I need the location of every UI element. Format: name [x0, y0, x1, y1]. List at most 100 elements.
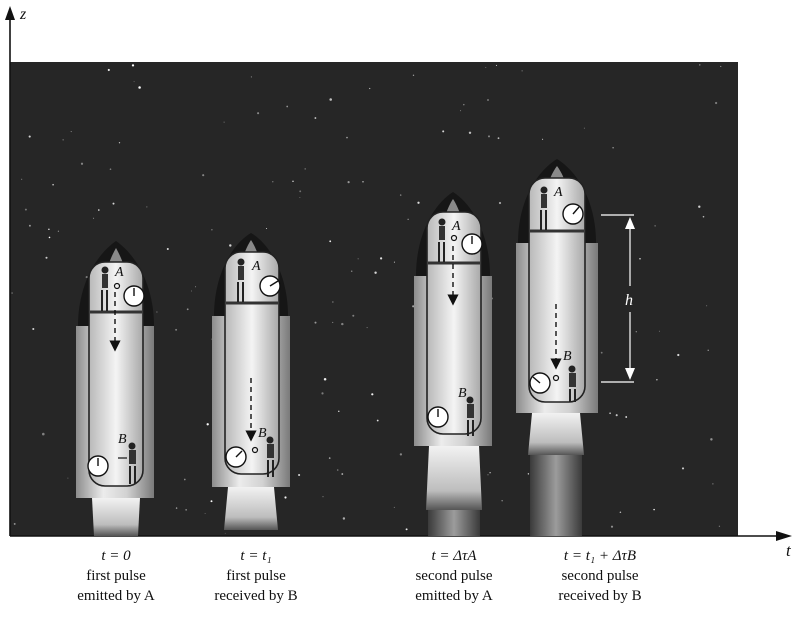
star [612, 147, 614, 149]
rocket-4-observer-a [540, 186, 548, 230]
star [223, 121, 225, 123]
event-3-line2: emitted by A [415, 588, 493, 604]
star [376, 419, 379, 422]
star [706, 305, 708, 307]
star [653, 508, 655, 511]
star [635, 331, 637, 333]
star [62, 139, 64, 141]
rocket-4-exhaust [528, 413, 584, 455]
star [405, 528, 408, 531]
star [702, 215, 705, 218]
star [229, 244, 232, 247]
star [45, 256, 48, 259]
star [347, 181, 350, 184]
star [374, 271, 377, 274]
rocket-4-exhaust-plume [530, 455, 582, 536]
star [677, 353, 680, 357]
star [304, 168, 306, 170]
rocket-3-cabin [426, 211, 482, 435]
rocket-4-label-b: B [563, 349, 572, 364]
rocket-3-observer-b [466, 396, 474, 436]
star [497, 137, 500, 140]
star [107, 68, 110, 72]
rocket-4-label-a: A [553, 185, 563, 200]
rocket-2-label-a: A [251, 259, 261, 274]
rocket-3-observer-a [438, 218, 458, 262]
rocket-2: A B [212, 233, 290, 530]
star [183, 478, 186, 481]
event-caption-3: t = ΔτA second pulse emitted by A [374, 546, 534, 606]
star [131, 64, 135, 67]
star [681, 467, 685, 470]
rocket-2-exhaust [224, 487, 278, 530]
star [156, 311, 158, 313]
star [329, 98, 332, 101]
star [48, 228, 50, 231]
rocket-3-exhaust-plume [428, 510, 480, 536]
height-label: h [625, 292, 633, 309]
rocket-3-label-b: B [458, 386, 467, 401]
star [70, 131, 72, 133]
star [698, 205, 701, 208]
z-axis-label: z [19, 6, 27, 23]
star [521, 70, 523, 72]
star [460, 110, 462, 112]
z-axis-arrowhead [5, 6, 15, 20]
star [24, 208, 27, 211]
rocket-3: A B [414, 192, 492, 536]
star [718, 525, 721, 527]
star [498, 201, 502, 205]
star [468, 131, 472, 135]
star [366, 327, 368, 329]
star [166, 247, 169, 251]
rocket-1-exhaust [92, 498, 140, 536]
star [191, 290, 192, 292]
star [266, 228, 268, 229]
star [489, 472, 491, 474]
rocket-1-observer-a [101, 266, 121, 311]
star [314, 321, 317, 324]
star [501, 500, 503, 502]
star [299, 190, 302, 193]
star [699, 64, 701, 66]
star [714, 101, 718, 105]
event-2-line2: received by B [214, 588, 298, 604]
star [600, 351, 603, 354]
star [393, 261, 395, 263]
star [93, 217, 95, 219]
star [175, 328, 178, 331]
star [138, 86, 141, 89]
star [654, 225, 656, 227]
star [658, 330, 660, 332]
star [610, 525, 614, 528]
star [80, 162, 84, 165]
star [639, 257, 641, 260]
rocket-2-label-b: B [258, 426, 267, 441]
star [186, 308, 189, 311]
star [487, 474, 489, 476]
star [67, 477, 69, 479]
event-4-line1: second pulse [561, 568, 639, 584]
star [206, 423, 209, 426]
height-arrowhead-up [625, 217, 635, 229]
star [712, 483, 714, 485]
star [707, 349, 709, 351]
star [350, 270, 353, 272]
star [542, 138, 544, 140]
rocket-1-observer-b [118, 442, 136, 484]
star [175, 507, 178, 509]
star [495, 64, 498, 66]
star [224, 532, 226, 534]
event-caption-2: t = t₁ first pulse received by B [176, 546, 336, 606]
event-4-time: t = t₁ + ΔτB [563, 548, 637, 564]
star [485, 67, 487, 69]
star [341, 322, 344, 326]
rocket-1-label-a: A [114, 265, 124, 280]
star [352, 314, 355, 317]
star [323, 377, 327, 381]
event-1-line1: first pulse [86, 568, 146, 584]
star [615, 414, 618, 417]
star [417, 201, 420, 204]
star [13, 522, 16, 525]
star [146, 206, 148, 208]
